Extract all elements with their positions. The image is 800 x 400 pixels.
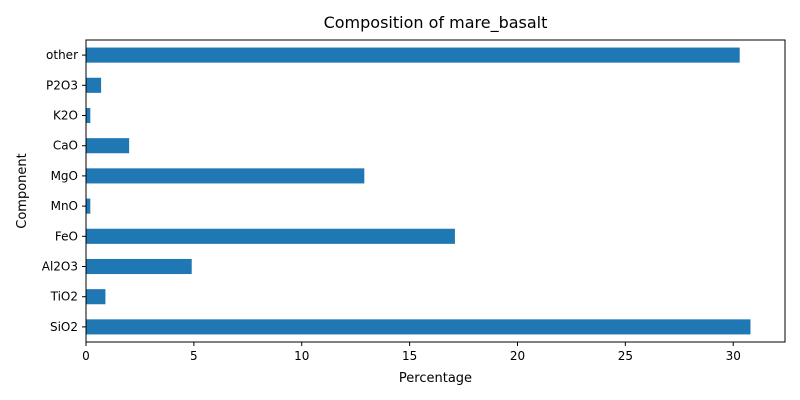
plot-frame — [85, 39, 786, 343]
x-tick-label: 0 — [82, 349, 90, 363]
bar-sio2 — [86, 319, 751, 335]
y-tick-label: TiO2 — [50, 290, 78, 304]
bar-tio2 — [86, 289, 106, 305]
bar-other — [86, 47, 740, 63]
x-tick-label: 5 — [190, 349, 198, 363]
y-tick-label: P2O3 — [46, 78, 78, 92]
y-tick-label: K2O — [53, 109, 78, 123]
y-tick-label: MgO — [51, 169, 78, 183]
bar-mgo — [86, 168, 365, 184]
x-axis-label: Percentage — [399, 371, 472, 386]
bar-p2o3 — [86, 77, 102, 93]
x-tick-label: 10 — [294, 349, 309, 363]
y-tick-label: SiO2 — [50, 320, 78, 334]
chart-title: Composition of mare_basalt — [324, 13, 548, 33]
y-tick-label: other — [46, 48, 78, 62]
x-tick-label: 20 — [510, 349, 525, 363]
x-tick-label: 30 — [726, 349, 741, 363]
x-tick-label: 25 — [618, 349, 633, 363]
bar-k2o — [86, 107, 91, 124]
bar-cao — [86, 138, 130, 154]
bar-mno — [86, 198, 91, 214]
y-ticks-group: SiO2 TiO2 Al2O3 FeO MnO MgO CaO K2O P2O3 other — [42, 48, 86, 334]
x-ticks-group: 0 5 10 15 20 25 30 — [82, 342, 741, 363]
y-tick-label: Al2O3 — [42, 260, 78, 274]
bar-al2o3 — [86, 258, 192, 275]
y-tick-label: MnO — [51, 199, 78, 213]
y-axis-label: Component — [15, 153, 30, 228]
bars-group — [86, 47, 751, 335]
bar-feo — [86, 228, 455, 244]
x-tick-label: 15 — [402, 349, 417, 363]
y-tick-label: CaO — [53, 139, 78, 153]
y-tick-label: FeO — [55, 229, 78, 243]
